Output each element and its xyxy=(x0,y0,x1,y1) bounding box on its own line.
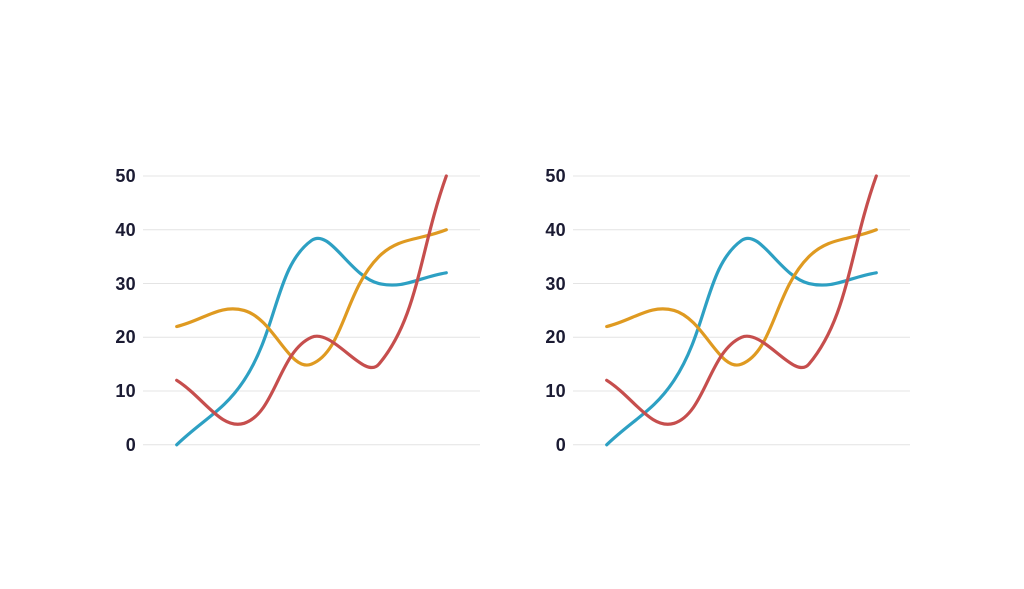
y-axis-tick-label-50: 50 xyxy=(115,166,136,186)
y-axis-tick-label-10: 10 xyxy=(545,381,566,401)
line-chart-right: 0 10 20 30 40 50 xyxy=(542,166,910,456)
line-chart-left: 0 10 20 30 40 50 xyxy=(112,166,480,456)
y-axis-right-chart: 0 10 20 30 40 50 xyxy=(542,166,566,456)
y-axis-tick-label-30: 30 xyxy=(545,273,566,294)
y-axis-tick-label-50: 50 xyxy=(545,166,566,186)
y-axis-tick-label-20: 20 xyxy=(115,327,136,348)
y-axis-tick-label-40: 40 xyxy=(115,219,136,240)
y-axis-tick-label-0: 0 xyxy=(555,434,566,455)
line-series-orange xyxy=(605,228,878,367)
line-series-teal xyxy=(175,236,448,447)
line-series-orange xyxy=(175,228,448,367)
line-series-teal xyxy=(605,236,878,447)
y-axis-tick-label-30: 30 xyxy=(115,273,136,294)
line-series-red xyxy=(605,174,878,426)
y-axis-tick-label-10: 10 xyxy=(115,381,136,401)
y-axis-tick-label-0: 0 xyxy=(125,434,136,455)
plot-area-right-chart xyxy=(573,174,910,447)
plot-area-left-chart xyxy=(143,174,480,447)
y-axis-tick-label-20: 20 xyxy=(545,327,566,348)
y-axis-left-chart: 0 10 20 30 40 50 xyxy=(112,166,136,456)
y-axis-tick-label-40: 40 xyxy=(545,219,566,240)
line-series-red xyxy=(175,174,448,426)
